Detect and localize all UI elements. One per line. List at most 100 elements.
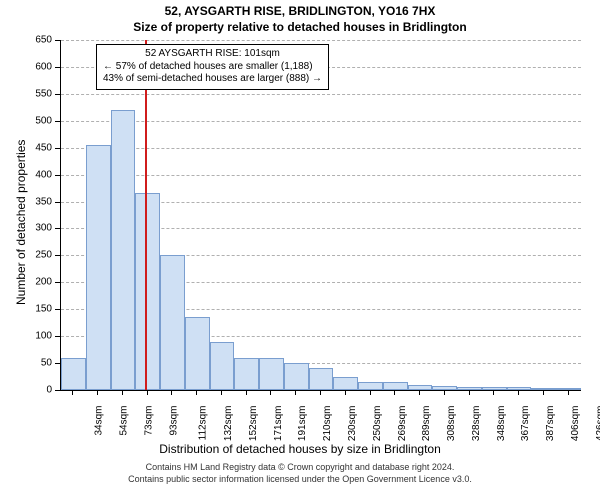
y-tick: [55, 282, 60, 283]
y-tick-label: 600: [28, 61, 52, 72]
y-tick-label: 200: [28, 277, 52, 288]
footer-copyright-2: Contains public sector information licen…: [0, 474, 600, 484]
x-tick: [568, 390, 569, 395]
y-tick-label: 0: [28, 385, 52, 396]
y-tick-label: 250: [28, 250, 52, 261]
x-tick: [196, 390, 197, 395]
histogram-bar: [284, 363, 309, 390]
chart-plot-area: [60, 40, 581, 391]
histogram-bar: [358, 382, 383, 390]
histogram-bar: [160, 255, 185, 390]
x-tick: [419, 390, 420, 395]
x-tick: [122, 390, 123, 395]
footer-copyright-1: Contains HM Land Registry data © Crown c…: [0, 462, 600, 472]
x-tick: [246, 390, 247, 395]
x-tick-label: 406sqm: [570, 406, 581, 442]
y-tick-label: 300: [28, 223, 52, 234]
y-tick: [55, 228, 60, 229]
histogram-bar: [185, 317, 210, 390]
y-tick-label: 400: [28, 169, 52, 180]
x-tick-label: 54sqm: [119, 406, 130, 436]
x-tick-label: 387sqm: [545, 406, 556, 442]
y-tick-label: 550: [28, 88, 52, 99]
histogram-bar: [86, 145, 111, 390]
histogram-bar: [333, 377, 358, 390]
histogram-bar: [61, 358, 86, 390]
gridline: [61, 94, 581, 95]
y-tick: [55, 363, 60, 364]
histogram-bar: [234, 358, 259, 390]
x-tick-label: 112sqm: [198, 406, 209, 441]
histogram-bar: [259, 358, 284, 390]
y-tick: [55, 336, 60, 337]
x-tick: [469, 390, 470, 395]
x-tick: [270, 390, 271, 395]
x-tick: [543, 390, 544, 395]
x-tick-label: 308sqm: [446, 406, 457, 442]
gridline: [61, 175, 581, 176]
y-tick-label: 650: [28, 35, 52, 46]
callout-line: 43% of semi-detached houses are larger (…: [103, 73, 322, 86]
y-tick: [55, 94, 60, 95]
y-tick-label: 350: [28, 196, 52, 207]
y-tick: [55, 67, 60, 68]
x-tick: [221, 390, 222, 395]
x-tick-label: 93sqm: [168, 406, 179, 436]
y-tick: [55, 390, 60, 391]
x-tick: [493, 390, 494, 395]
x-axis-label: Distribution of detached houses by size …: [0, 442, 600, 456]
callout-box: 52 AYSGARTH RISE: 101sqm← 57% of detache…: [96, 44, 329, 90]
x-tick-label: 152sqm: [248, 406, 259, 442]
x-tick-label: 367sqm: [520, 406, 531, 442]
x-tick: [171, 390, 172, 395]
x-tick: [147, 390, 148, 395]
x-tick: [444, 390, 445, 395]
gridline: [61, 40, 581, 41]
x-tick: [72, 390, 73, 395]
gridline: [61, 121, 581, 122]
y-tick: [55, 148, 60, 149]
x-tick-label: 426sqm: [595, 406, 600, 442]
x-tick-label: 73sqm: [143, 406, 154, 436]
x-tick-label: 250sqm: [372, 406, 383, 442]
histogram-bar: [432, 386, 457, 390]
y-tick-label: 500: [28, 115, 52, 126]
gridline: [61, 148, 581, 149]
y-tick-label: 150: [28, 304, 52, 315]
y-axis-label: Number of detached properties: [14, 140, 28, 305]
x-tick-label: 191sqm: [298, 406, 309, 442]
callout-line: ← 57% of detached houses are smaller (1,…: [103, 61, 322, 74]
chart-title-address: 52, AYSGARTH RISE, BRIDLINGTON, YO16 7HX: [0, 4, 600, 18]
x-tick-label: 328sqm: [471, 406, 482, 442]
reference-line: [145, 40, 147, 390]
x-tick-label: 132sqm: [223, 406, 234, 442]
histogram-bar: [531, 388, 556, 390]
y-tick: [55, 202, 60, 203]
histogram-bar: [457, 387, 482, 390]
y-tick-label: 100: [28, 331, 52, 342]
y-tick: [55, 309, 60, 310]
x-tick-label: 210sqm: [322, 406, 333, 442]
histogram-bar: [309, 368, 334, 390]
histogram-bar: [210, 342, 235, 390]
x-tick-label: 230sqm: [347, 406, 358, 442]
y-tick: [55, 121, 60, 122]
x-tick: [320, 390, 321, 395]
y-tick-label: 50: [28, 358, 52, 369]
chart-title-description: Size of property relative to detached ho…: [0, 20, 600, 34]
histogram-bar: [383, 382, 408, 390]
x-tick-label: 348sqm: [496, 406, 507, 442]
x-tick: [345, 390, 346, 395]
histogram-bar: [556, 388, 581, 390]
callout-line: 52 AYSGARTH RISE: 101sqm: [103, 48, 322, 61]
x-tick: [97, 390, 98, 395]
x-tick: [370, 390, 371, 395]
y-tick: [55, 255, 60, 256]
y-tick: [55, 40, 60, 41]
x-tick-label: 289sqm: [421, 406, 432, 442]
x-tick: [394, 390, 395, 395]
y-tick: [55, 175, 60, 176]
histogram-bar: [135, 193, 160, 390]
x-tick: [295, 390, 296, 395]
x-tick: [518, 390, 519, 395]
